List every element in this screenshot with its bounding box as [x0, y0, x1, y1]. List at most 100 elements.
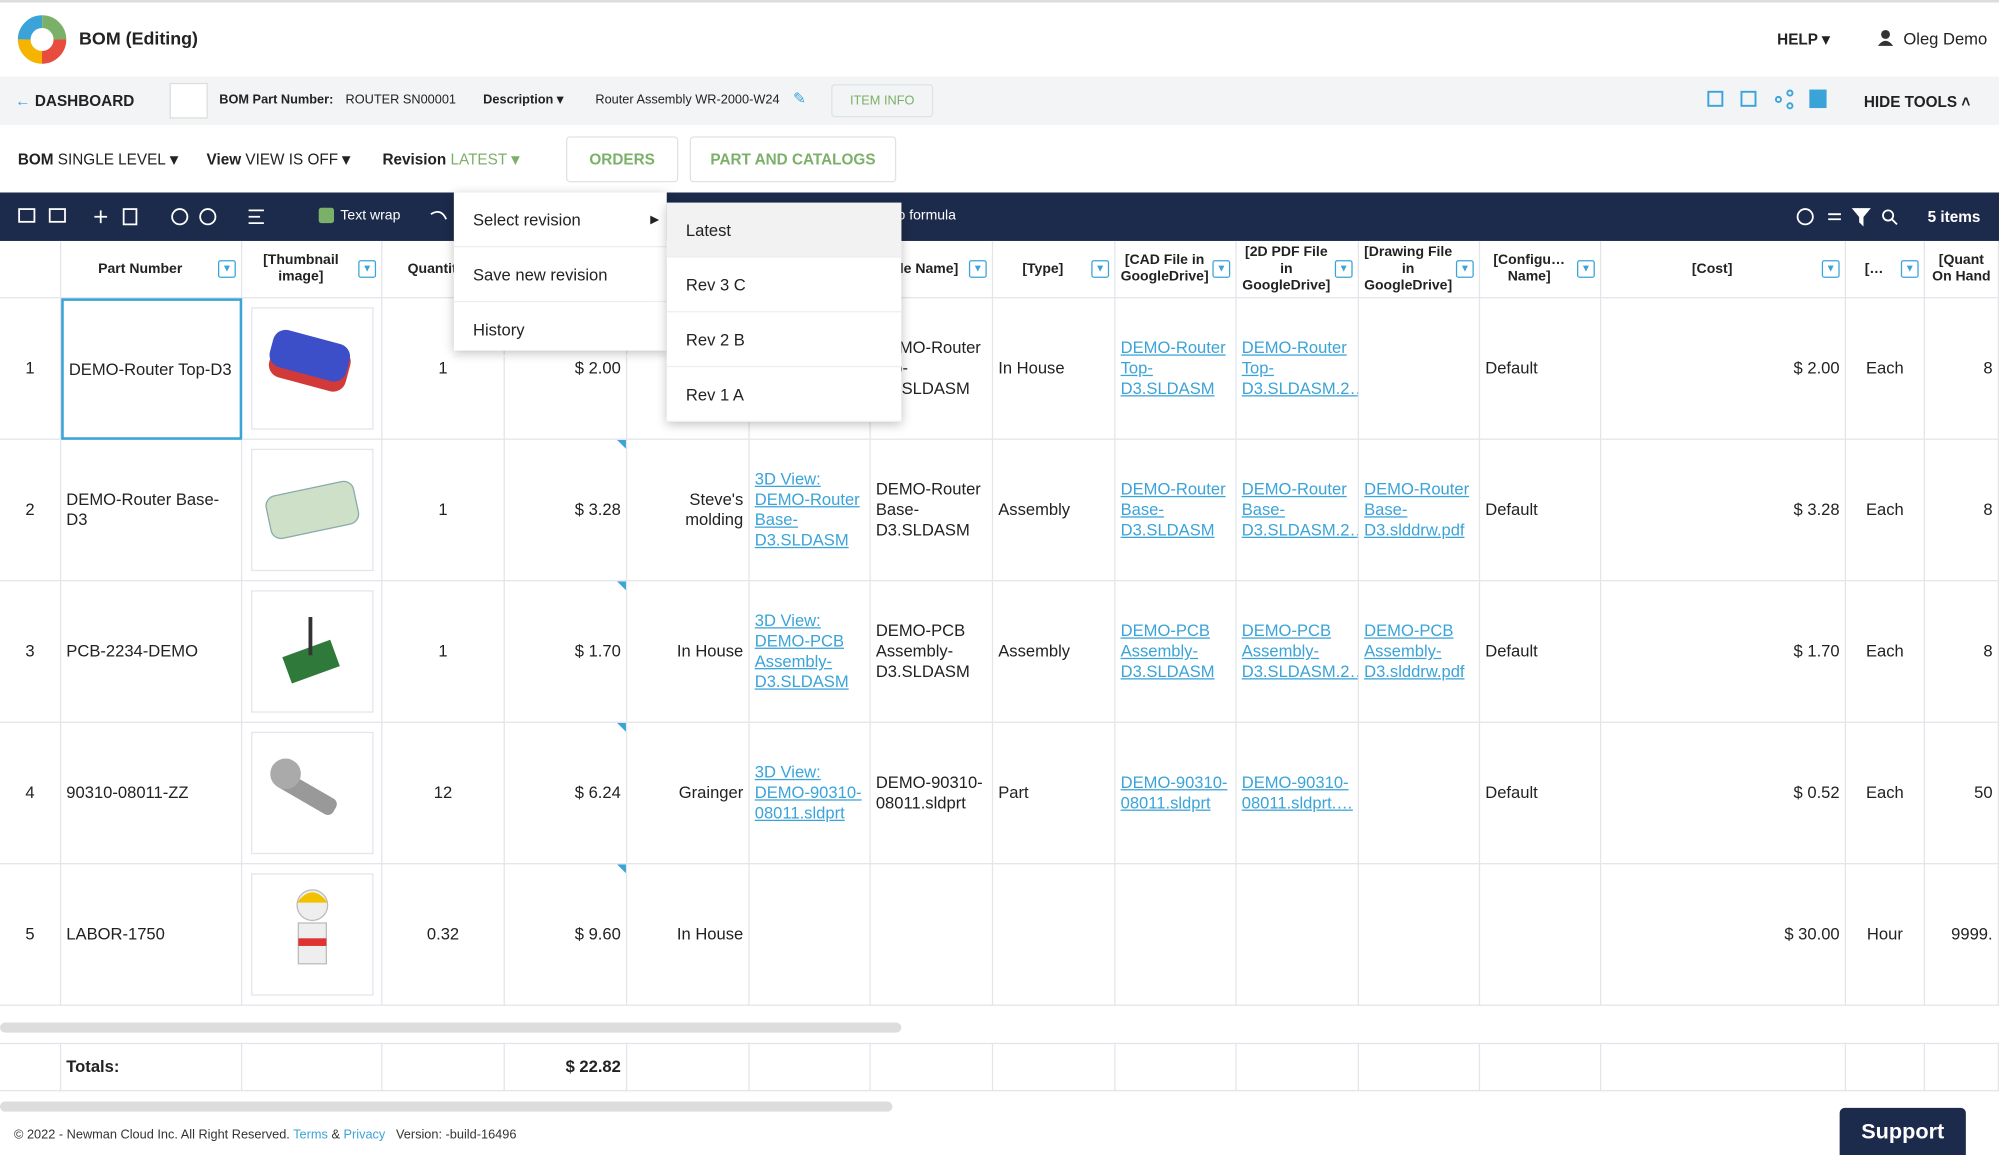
table-cell: DEMO-Router Base-D3.SLDASM.2… — [1236, 439, 1360, 582]
table-cell — [1115, 864, 1237, 1006]
bom-selector[interactable]: BOM SINGLE LEVEL ▾ — [17, 150, 178, 169]
terms-link[interactable]: Terms — [293, 1128, 328, 1143]
cell-text[interactable]: 3D View: DEMO-Router Base-D3.SLDASM — [754, 469, 860, 550]
view-selector[interactable]: View VIEW IS OFF ▾ — [206, 150, 350, 169]
menu-item[interactable]: History — [453, 302, 667, 357]
text-wrap-checkbox[interactable] — [318, 207, 335, 224]
cell-text: Each — [1865, 641, 1904, 661]
thumbnail-image — [295, 889, 328, 965]
table-cell: 90310-08011-ZZ — [61, 722, 243, 865]
toolbar — [0, 76, 1999, 125]
table-cell: 1 — [382, 581, 505, 723]
cell-text: $ 2.00 — [1793, 358, 1840, 378]
table-cell: DEMO-PCB Assembly-D3.SLDASM — [1115, 581, 1237, 723]
totals-cell — [993, 1042, 1116, 1092]
cell-text[interactable]: DEMO-Router Base-D3.slddrw.pdf — [1364, 479, 1470, 540]
item-info-button[interactable]: ITEM INFO — [831, 84, 934, 118]
cell-text: LABOR-1750 — [66, 924, 165, 944]
cell-text[interactable]: DEMO-PCB Assembly-D3.slddrw.pdf — [1364, 620, 1465, 681]
submenu-arrow: ▶ — [650, 212, 660, 226]
menu-item[interactable]: Save new revision — [453, 247, 667, 303]
cell-text[interactable]: DEMO-Router Base-D3.SLDASM.2… — [1241, 479, 1360, 540]
table-cell: Assembly — [993, 581, 1116, 723]
column-header-label: Part Number — [98, 260, 183, 277]
filter-button[interactable]: ▼ — [1091, 260, 1110, 278]
submenu-item[interactable]: Rev 3 C — [666, 258, 902, 313]
totals-cell: Totals: — [61, 1042, 243, 1092]
cell-text[interactable]: 3D View: DEMO-PCB Assembly-D3.SLDASM — [754, 610, 849, 691]
logo[interactable] — [17, 14, 68, 65]
description: Router Assembly WR-2000-W24 — [595, 93, 780, 108]
description-menu[interactable]: Description ▾ — [483, 93, 564, 108]
totals-cell — [1601, 1042, 1847, 1092]
cell-text[interactable]: DEMO-Router Top-D3.SLDASM.2… — [1241, 337, 1360, 398]
submenu-item[interactable]: Rev 1 A — [666, 367, 902, 422]
row-number: 2 — [0, 439, 62, 582]
table-cell: Default — [1480, 722, 1602, 865]
filter-button[interactable]: ▼ — [1455, 260, 1474, 278]
cell-text[interactable]: DEMO-Router Top-D3.SLDASM — [1120, 337, 1226, 398]
cell-text: $ 2.00 — [574, 358, 621, 378]
thumbnail — [250, 448, 373, 572]
cell-text[interactable]: DEMO-PCB Assembly-D3.SLDASM — [1120, 620, 1215, 681]
cell-text[interactable]: 3D View: DEMO-90310-08011.sldprt — [754, 762, 862, 823]
footer-and: & — [331, 1128, 340, 1143]
column-header-label: [Cost] — [1691, 260, 1733, 277]
orders-button[interactable]: ORDERS — [566, 136, 679, 183]
filter-button[interactable]: ▼ — [218, 260, 236, 278]
cell-text: Each — [1865, 499, 1904, 519]
filter-button[interactable]: ▼ — [1577, 260, 1595, 278]
row-number: 3 — [0, 581, 62, 723]
support-button[interactable]: Support — [1839, 1107, 1966, 1155]
cell-text: 5 — [25, 924, 35, 944]
part-catalogs-button[interactable]: PART AND CATALOGS — [689, 136, 897, 183]
menu-item[interactable]: Select revision ▶ — [453, 193, 667, 248]
cell-text[interactable]: DEMO-90310-08011.sldprt.… — [1241, 772, 1353, 813]
revision-menu: Select revision ▶ Save new revision History — [453, 192, 667, 357]
help-label: HELP — [1777, 30, 1818, 49]
revision-selector[interactable]: Revision LATEST ▾ — [382, 150, 520, 169]
scrollbar[interactable] — [0, 1101, 893, 1112]
items-count: 5 items — [1927, 207, 1981, 226]
dashboard-link[interactable]: ← DASHBOARD — [15, 91, 135, 110]
filter-button[interactable]: ▼ — [1821, 260, 1840, 278]
thumbnail — [250, 590, 373, 713]
cell-text[interactable]: DEMO-Router Base-D3.SLDASM — [1120, 479, 1226, 540]
submenu-item[interactable]: Rev 2 B — [666, 312, 902, 368]
column-header: [2D PDF File in GoogleDrive] ▼ — [1236, 240, 1360, 299]
table-cell — [242, 439, 383, 582]
cell-text: $ 1.70 — [574, 641, 621, 661]
table-cell: $ 0.52 — [1601, 722, 1847, 865]
filter-button[interactable]: ▼ — [1212, 260, 1231, 278]
filter-button[interactable]: ▼ — [968, 260, 987, 278]
table-cell: 50 — [1925, 722, 1999, 865]
edit-icon[interactable]: ✎ — [792, 89, 806, 108]
column-header: [Quant On Hand — [1925, 240, 1999, 299]
table-cell: LABOR-1750 — [61, 864, 243, 1006]
cell-text: Grainger — [678, 782, 744, 802]
cell-text: DEMO-Router Top-D3 — [68, 358, 232, 378]
filter-button[interactable]: ▼ — [1334, 260, 1353, 278]
help-menu[interactable]: HELP ▾ — [1777, 30, 1830, 49]
table-cell: Hour — [1846, 864, 1926, 1006]
column-header: [Thumbnail image] ▼ — [242, 240, 383, 299]
submenu-item[interactable]: Latest — [666, 202, 902, 258]
scrollbar[interactable] — [0, 1022, 902, 1033]
column-header: [Type] ▼ — [993, 240, 1116, 299]
revision-value: LATEST — [450, 150, 508, 169]
hide-tools[interactable]: HIDE TOOLS ˄ — [1863, 93, 1971, 111]
row-number: 5 — [0, 864, 62, 1006]
table-cell — [242, 864, 383, 1006]
thumbnail — [250, 731, 373, 855]
cell-text: $ 9.60 — [574, 924, 621, 944]
cell-text[interactable]: DEMO-PCB Assembly-D3.SLDASM.2… — [1241, 620, 1360, 681]
filter-button[interactable]: ▼ — [358, 260, 377, 278]
revision-submenu: Latest Rev 3 C Rev 2 B Rev 1 A — [666, 202, 902, 422]
tool-icons — [1707, 89, 1827, 110]
user-name[interactable]: Oleg Demo — [1903, 29, 1988, 49]
filter-button[interactable]: ▼ — [1900, 260, 1919, 278]
cell-text[interactable]: DEMO-90310-08011.sldprt — [1120, 772, 1228, 813]
table-cell: $ 30.00 — [1601, 864, 1847, 1006]
column-header-label: [… — [1864, 260, 1884, 277]
privacy-link[interactable]: Privacy — [343, 1128, 386, 1143]
